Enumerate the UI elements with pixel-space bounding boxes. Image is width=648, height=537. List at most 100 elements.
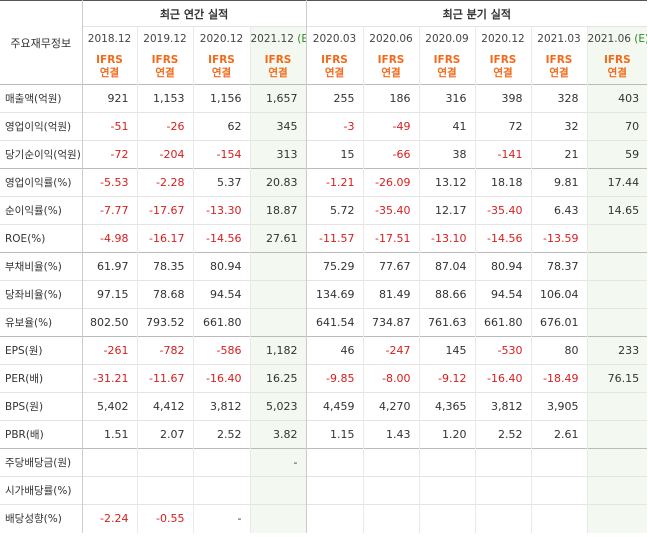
value-cell: -3 [305,112,364,141]
accounting-standard: IFRS 연결 [192,50,250,85]
table-row: 주당배당금(원) - [0,448,648,477]
value-cell: 18.87 [249,196,307,225]
value-cell: 3,812 [474,392,532,421]
value-cell: 12.17 [418,196,476,225]
value-cell: 3,905 [530,392,588,421]
value-cell [418,504,476,533]
value-cell [474,476,532,505]
table-body: 매출액(억원) 921 1,153 1,156 1,657 255 186 316 398 328… [0,84,648,533]
accounting-standard: IFRS 연결 [474,50,532,85]
row-label: BPS(원) [0,392,83,421]
value-cell [136,448,193,477]
value-cell: 734.87 [362,308,420,337]
value-cell: -26 [136,112,193,141]
value-cell: - [249,448,307,477]
value-cell [82,449,137,477]
value-cell: 641.54 [305,308,364,337]
value-cell: -247 [362,336,420,365]
value-cell [249,308,307,337]
consolidation-label: 연결 [493,67,513,80]
value-cell: 2.52 [474,420,532,449]
period-header: 2020.12 [192,26,250,51]
period-header: 2021.03 [530,26,588,51]
value-cell: 15 [305,140,364,169]
value-cell [362,476,420,505]
table-row: 시가배당률(%) [0,476,648,505]
value-cell: 27.61 [249,224,307,253]
table-row: 배당성향(%) -2.24 -0.55- [0,504,648,533]
value-cell [249,280,307,309]
value-cell: -1.21 [305,168,364,197]
value-cell: 345 [249,112,307,141]
value-cell: 13.12 [418,168,476,197]
value-cell: 80.94 [192,252,250,281]
value-cell [305,504,364,533]
row-label: 부채비율(%) [0,252,83,281]
value-cell: -17.67 [136,196,193,225]
value-cell: 761.63 [418,308,476,337]
value-cell: 793.52 [136,308,193,337]
value-cell: -49 [362,112,420,141]
accounting-standard-label: IFRS [433,54,461,67]
value-cell: 802.50 [90,316,129,329]
value-cell: -2.28 [136,168,193,197]
accounting-standard: IFRS 연결 [249,50,307,85]
accounting-standard-label: IFRS [208,54,235,67]
value-cell: 1.43 [362,420,420,449]
period-label: 2020.12 [481,32,525,45]
value-cell: 1.15 [305,420,364,449]
accounting-standard-label: IFRS [377,54,405,67]
value-cell: 20.83 [249,168,307,197]
value-cell: 3,812 [192,392,250,421]
value-cell [305,476,364,505]
value-cell: 328 [530,84,588,113]
value-cell: 88.66 [418,280,476,309]
value-cell: -66 [362,140,420,169]
consolidation-label: 연결 [324,67,345,80]
value-cell: 145 [418,336,476,365]
value-cell: 233 [586,336,648,365]
value-cell: 46 [305,336,364,365]
period-label: 2020.12 [199,32,244,45]
period-header: 2020.09 [418,26,476,51]
value-cell: 5,023 [249,392,307,421]
value-cell: -8.00 [362,364,420,393]
value-cell: -14.56 [192,224,250,253]
estimate-tag: (E) [297,32,306,45]
value-cell [305,448,364,477]
value-cell: -5.53 [100,176,129,189]
value-cell: -16.40 [474,364,532,393]
quarter-group-header: 최근 분기 실적 [305,0,648,27]
estimate-tag: (E) [634,32,647,45]
value-cell: 70 [586,112,648,141]
accounting-standard: IFRS 연결 [586,50,648,85]
accounting-standard: IFRS 연결 [136,50,193,85]
row-label: PBR(배) [0,420,83,449]
annual-group-header: 최근 연간 실적 [159,7,229,21]
row-label: 유보율(%) [0,308,83,337]
period-header: 2020.03 [305,26,364,51]
period-label: 2018.12 [87,32,132,45]
row-label: 시가배당률(%) [0,476,83,505]
value-cell: - [192,504,250,533]
row-label: 매출액(억원) [0,84,83,113]
row-label: EPS(원) [0,336,83,365]
value-cell: 1,153 [136,84,193,113]
consolidation-label: 연결 [99,67,120,80]
value-cell: 81.49 [362,280,420,309]
period-header: 2020.06 [362,26,420,51]
value-cell [586,224,648,253]
value-cell: 5,402 [97,400,129,413]
value-cell [586,448,648,477]
value-cell: -31.21 [93,372,129,385]
value-cell: -16.17 [136,224,193,253]
value-cell: 4,459 [305,392,364,421]
value-cell: 676.01 [530,308,588,337]
value-cell: -586 [192,336,250,365]
value-cell: 2.61 [530,420,588,449]
value-cell: 134.69 [305,280,364,309]
value-cell [586,308,648,337]
value-cell: -154 [192,140,250,169]
accounting-standard: IFRS 연결 [82,51,137,85]
